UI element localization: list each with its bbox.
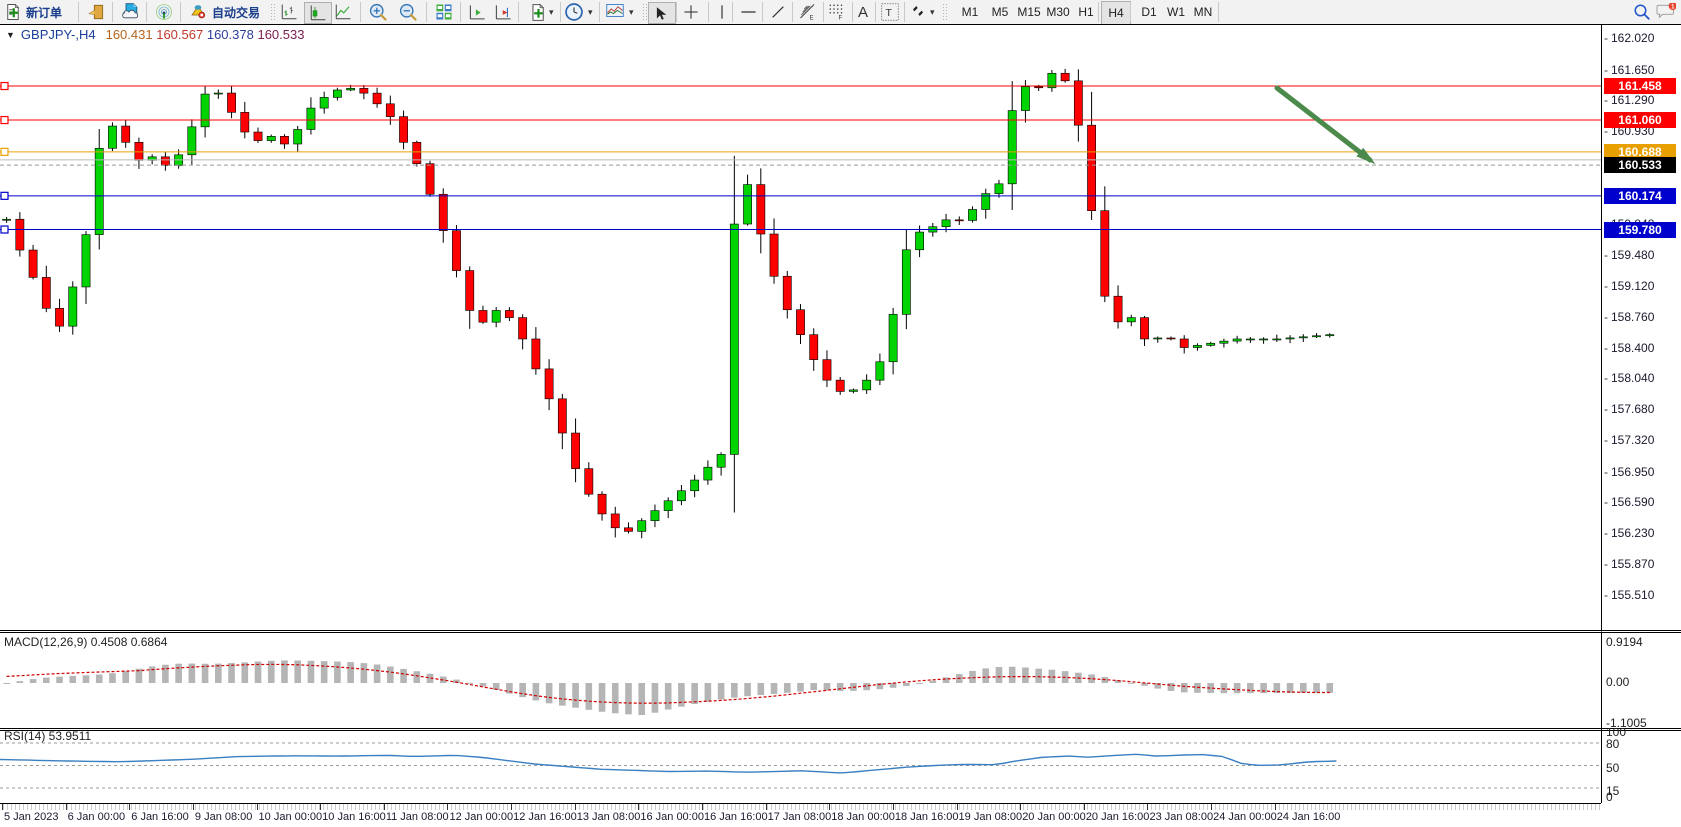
svg-text:F: F [839,16,843,21]
svg-text:T: T [886,7,893,19]
svg-text:E: E [810,16,814,21]
